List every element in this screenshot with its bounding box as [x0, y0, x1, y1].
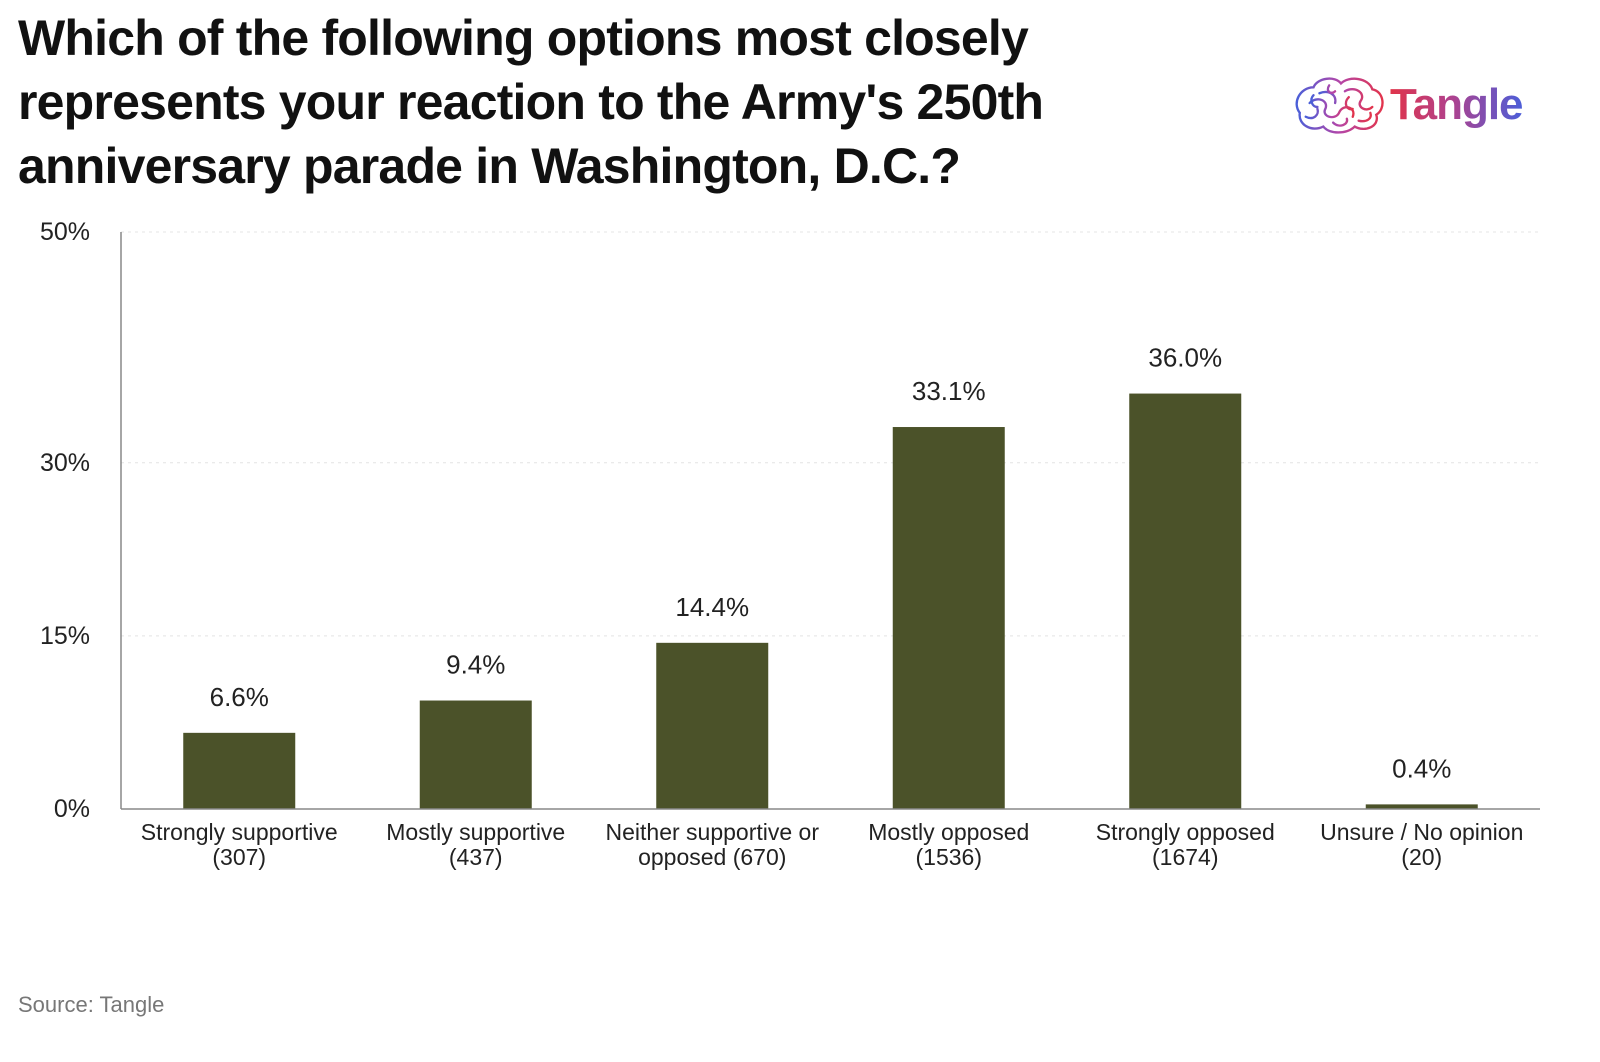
bar — [183, 732, 296, 809]
bar — [892, 427, 1005, 809]
category-label: Mostly supportive — [386, 819, 565, 845]
y-tick-label: 0% — [54, 795, 90, 823]
y-tick-label: 30% — [40, 449, 90, 477]
bar — [1129, 393, 1242, 809]
y-tick-label: 15% — [40, 622, 90, 650]
value-label: 33.1% — [912, 376, 986, 406]
gridlines — [121, 231, 1540, 637]
category-labels: Strongly supportive(307) Mostly supportiv… — [141, 819, 1524, 870]
value-label: 36.0% — [1148, 343, 1222, 373]
category-label: Unsure / No opinion — [1320, 819, 1523, 845]
category-label: Strongly opposed — [1096, 819, 1275, 845]
category-label: (20) — [1401, 844, 1442, 870]
category-label: Strongly supportive — [141, 819, 338, 845]
category-label: Mostly opposed — [868, 819, 1029, 845]
y-tick-label: 50% — [40, 218, 90, 246]
bars — [183, 393, 1478, 809]
bar — [419, 700, 532, 809]
category-label: (1536) — [916, 844, 982, 870]
value-label: 9.4% — [446, 650, 505, 680]
bar — [1365, 804, 1478, 809]
value-label: 0.4% — [1392, 753, 1451, 783]
logo-wordmark: Tangle — [1390, 80, 1524, 129]
bar — [656, 642, 769, 809]
category-label: (437) — [449, 844, 503, 870]
value-label: 14.4% — [675, 592, 749, 622]
tangle-logo: Tangle — [1290, 70, 1550, 140]
axes — [120, 232, 1540, 810]
category-label: opposed (670) — [638, 844, 786, 870]
value-labels: 6.6% 9.4% 14.4% 33.1% 36.0% 0.4% — [210, 343, 1452, 784]
source-note: Source: Tangle — [18, 992, 165, 1017]
y-tick-labels: 0% 15% 30% 50% — [40, 218, 90, 823]
chart-title: Which of the following options most clos… — [18, 10, 1044, 194]
value-label: 6.6% — [210, 682, 269, 712]
bar-chart: 0%15%30%50% 6.6%9.4%14.4%33.1%36.0%0.4% … — [40, 218, 1540, 870]
category-label: (1674) — [1152, 844, 1218, 870]
category-label: (307) — [212, 844, 266, 870]
brain-icon — [1295, 77, 1384, 134]
category-label: Neither supportive or — [606, 819, 820, 845]
